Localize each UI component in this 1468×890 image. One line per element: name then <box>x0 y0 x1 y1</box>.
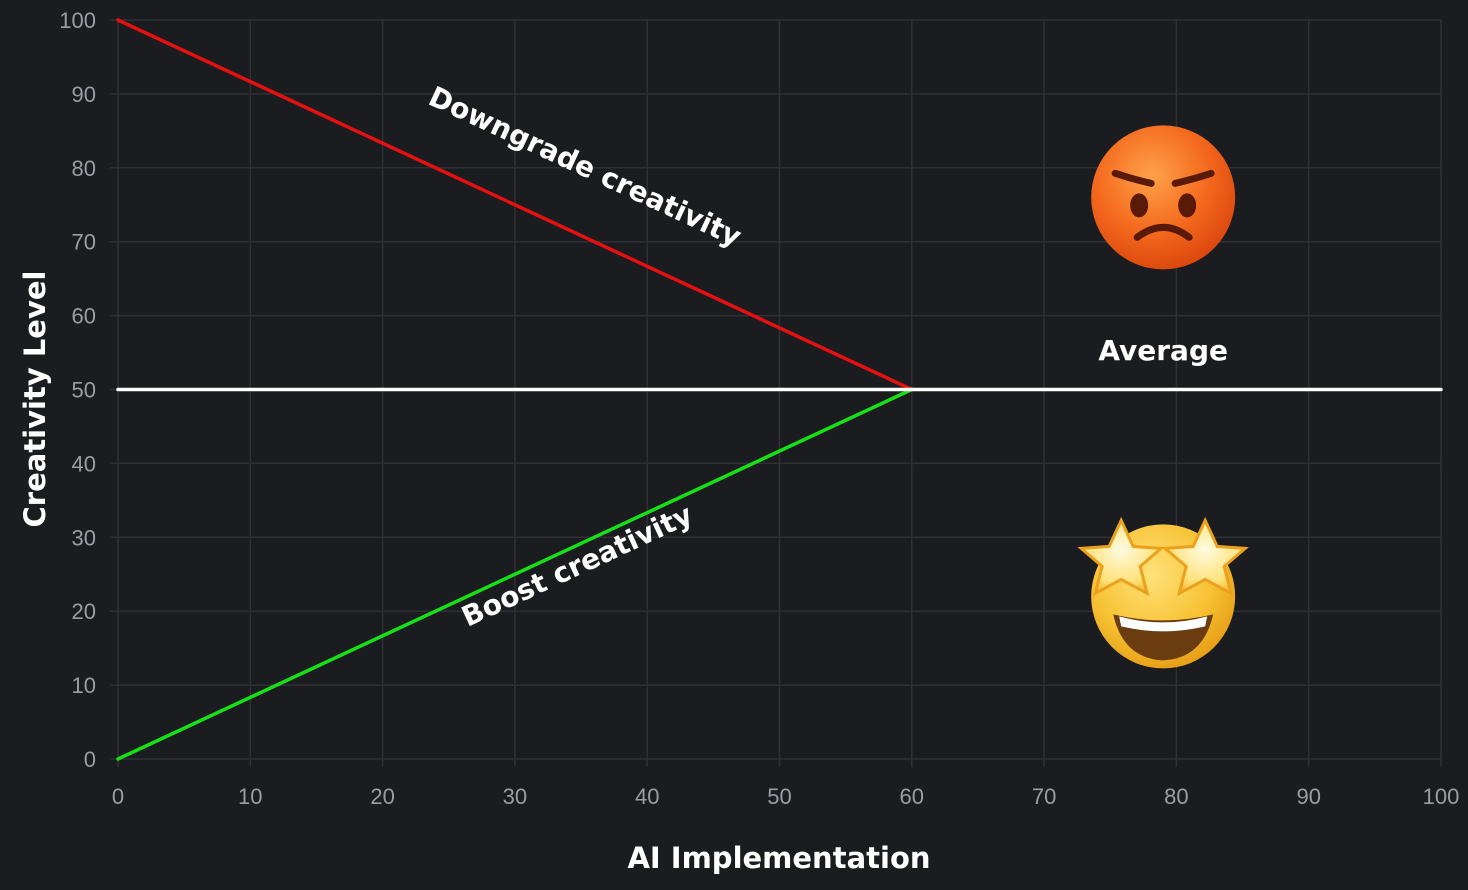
star-struck-face-icon <box>1077 516 1249 669</box>
y-tick-label-20: 20 <box>72 599 96 624</box>
x-axis-title: AI Implementation <box>627 841 930 875</box>
x-tick-label-10: 10 <box>238 784 262 809</box>
annotation-average: Average <box>1098 334 1228 367</box>
y-axis-title: Creativity Level <box>18 271 52 528</box>
x-tick-label-90: 90 <box>1296 784 1320 809</box>
x-tick-label-0: 0 <box>112 784 124 809</box>
x-tick-label-50: 50 <box>767 784 791 809</box>
y-tick-label-30: 30 <box>72 525 96 550</box>
x-tick-label-20: 20 <box>370 784 394 809</box>
x-tick-label-70: 70 <box>1032 784 1056 809</box>
grid <box>110 19 1442 767</box>
y-tick-label-10: 10 <box>72 673 96 698</box>
y-tick-label-100: 100 <box>59 8 96 33</box>
series-line-boost <box>116 387 914 761</box>
x-tick-label-80: 80 <box>1164 784 1188 809</box>
series-line-downgrade <box>116 18 914 392</box>
y-tick-label-90: 90 <box>72 82 96 107</box>
x-tick-label-30: 30 <box>503 784 527 809</box>
annotation-boost: Boost creativity <box>457 498 698 634</box>
y-tick-label-40: 40 <box>72 451 96 476</box>
y-tick-label-0: 0 <box>84 747 96 772</box>
y-tick-label-60: 60 <box>72 304 96 329</box>
tick-labels: 0 10 20 30 40 50 60 70 80 90 100 0 10 20 30 40 50 60 70 80 9… <box>59 8 1459 809</box>
x-tick-label-100: 100 <box>1423 784 1460 809</box>
y-tick-label-70: 70 <box>72 230 96 255</box>
angry-face-icon <box>1091 125 1236 270</box>
annotation-downgrade: Downgrade creativity <box>424 80 747 254</box>
x-tick-label-60: 60 <box>900 784 924 809</box>
y-tick-label-80: 80 <box>72 156 96 181</box>
series-lines <box>116 18 1443 761</box>
y-tick-label-50: 50 <box>72 378 96 403</box>
x-tick-label-40: 40 <box>635 784 659 809</box>
